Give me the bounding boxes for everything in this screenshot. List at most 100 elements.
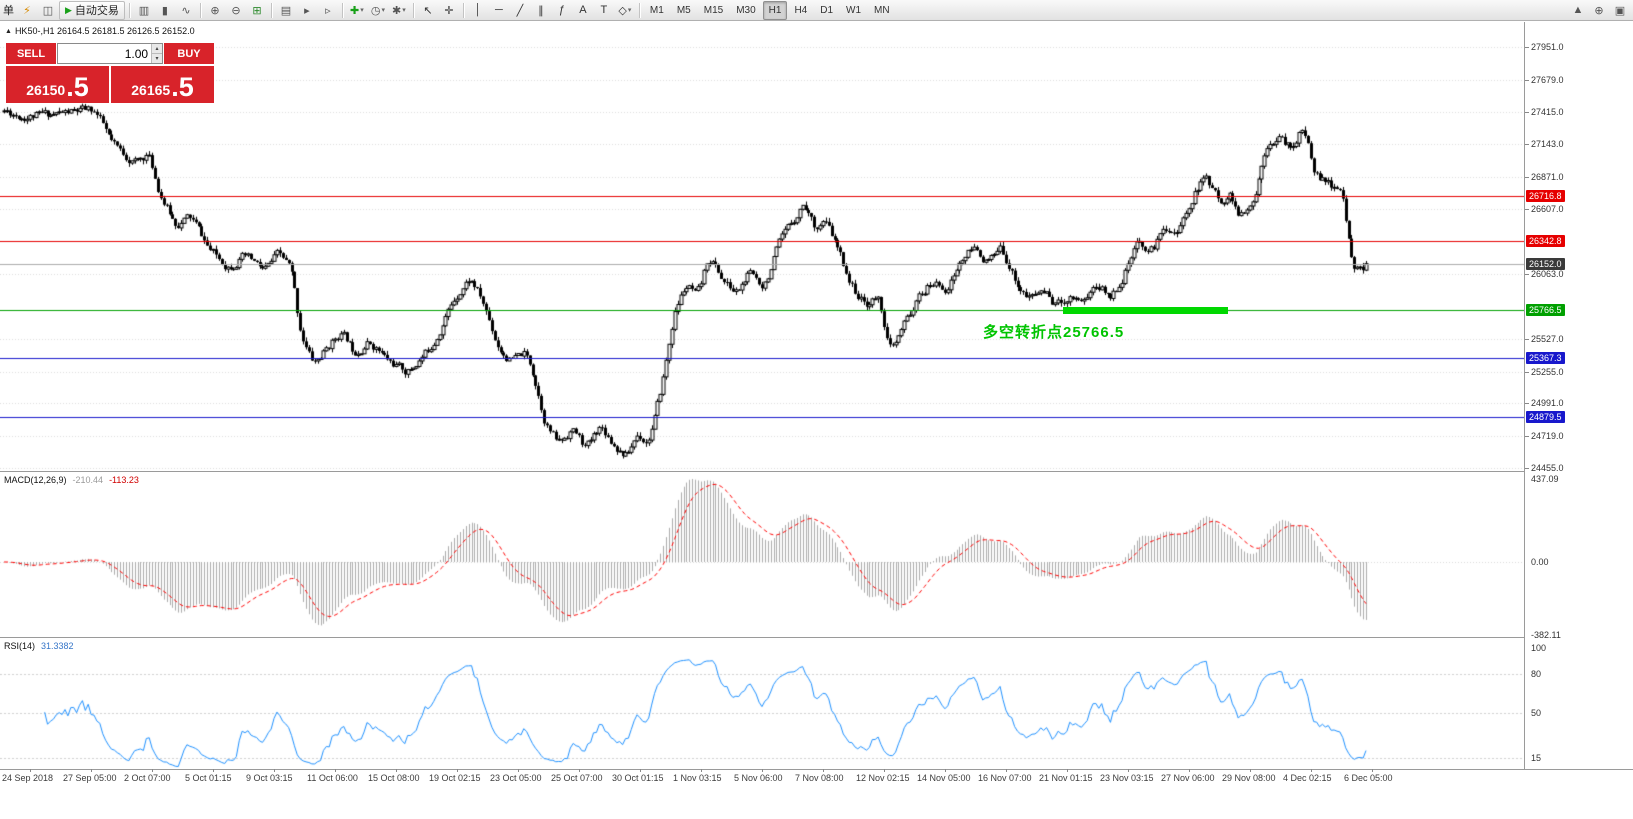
timeframe-h1[interactable]: H1	[762, 0, 788, 20]
zoom-in-icon: ⊕	[210, 4, 220, 17]
time-tick-label: 27 Nov 06:00	[1161, 773, 1215, 783]
price-tick-label: 24455.0	[1531, 463, 1564, 473]
volume-down-icon[interactable]: ▾	[151, 54, 162, 63]
search-icon[interactable]: ⊕	[1589, 1, 1609, 20]
price-tick-label: 26607.0	[1531, 204, 1564, 214]
arrange-icon[interactable]: ▤	[276, 1, 296, 20]
ask-price-frac: .5	[171, 72, 194, 102]
rsi-title: RSI(14)	[4, 641, 36, 651]
time-tick-label: 9 Oct 03:15	[246, 773, 293, 783]
tile-windows-icon: ⊞	[252, 4, 262, 17]
channel-icon: ∥	[538, 4, 544, 17]
line-chart-icon[interactable]: ∿	[176, 1, 196, 20]
ask-price-int: 26165	[131, 82, 171, 98]
dropdown-caret-icon: ▾	[627, 7, 632, 14]
shapes-icon[interactable]: ◇ ▾	[615, 1, 635, 20]
price-tick-mark	[1525, 112, 1529, 113]
chart-shift-icon[interactable]: ▸	[297, 1, 317, 20]
volume-spinner: ▴ ▾	[151, 44, 162, 63]
trendline-icon[interactable]: ╱	[510, 1, 530, 20]
macd-title: MACD(12,26,9)	[4, 475, 67, 485]
price-tick-mark	[1525, 47, 1529, 48]
price-tick-mark	[1525, 436, 1529, 437]
pivot-annotation-text[interactable]: 多空转折点25766.5	[983, 324, 1125, 341]
time-axis-divider	[0, 769, 1633, 770]
macd-panel-divider[interactable]	[0, 471, 1633, 472]
vertical-line-icon[interactable]: │	[468, 1, 488, 20]
time-tick-label: 15 Oct 08:00	[368, 773, 420, 783]
time-tick-label: 4 Dec 02:15	[1283, 773, 1332, 783]
timeframe-m30[interactable]: M30	[736, 4, 756, 16]
ask-quote-button[interactable]: 26165 .5	[111, 66, 214, 103]
cursor-icon[interactable]: ↖	[418, 1, 438, 20]
time-tick-mark	[1311, 769, 1312, 772]
toolbar-separator	[270, 2, 272, 18]
time-tick-mark	[518, 769, 519, 772]
volume-up-icon[interactable]: ▴	[151, 44, 162, 54]
trendline-icon: ╱	[516, 4, 524, 17]
tile-windows-icon[interactable]: ⊞	[247, 1, 267, 20]
time-tick-label: 2 Oct 07:00	[124, 773, 171, 783]
time-axis[interactable]: 24 Sep 2018 27 Sep 05:00 2 Oct 07:00 5 Oct …	[0, 769, 1524, 790]
volume-field: ▴ ▾	[57, 43, 163, 64]
sell-button[interactable]: SELL	[6, 43, 56, 64]
timeframe-m1[interactable]: M1	[649, 4, 664, 16]
periods-icon[interactable]: ◷ ▾	[368, 1, 388, 20]
bid-quote-button[interactable]: 26150 .5	[6, 66, 109, 103]
templates-icon[interactable]: ✱ ▾	[389, 1, 409, 20]
toolbar-separator	[462, 2, 464, 18]
price-tick-label: 27143.0	[1531, 139, 1564, 149]
pivot-highlight-bar[interactable]	[1063, 307, 1228, 314]
time-tick-mark	[1189, 769, 1190, 772]
crosshair-icon[interactable]: ✛	[439, 1, 459, 20]
channel-icon[interactable]: ∥	[531, 1, 551, 20]
time-tick-mark	[274, 769, 275, 772]
timeframe-m15[interactable]: M15	[703, 4, 724, 16]
zoom-out-icon[interactable]: ⊖	[226, 1, 246, 20]
timeframe-m5[interactable]: M5	[676, 4, 691, 16]
auto-trading-icon: ▶	[65, 4, 72, 15]
bar-chart-icon: ▥	[138, 4, 150, 17]
indicators-icon: ✚	[350, 4, 360, 17]
horizontal-line-icon[interactable]: ─	[489, 1, 509, 20]
timeframe-mn[interactable]: MN	[874, 4, 890, 16]
depth-of-market-icon[interactable]: ◫	[38, 1, 58, 20]
zoom-in-icon[interactable]: ⊕	[205, 1, 225, 20]
price-tick-mark	[1525, 468, 1529, 469]
auto-trading-button[interactable]: ▶ 自动交易	[59, 0, 125, 20]
buy-button[interactable]: BUY	[164, 43, 214, 64]
price-tick-mark	[1525, 274, 1529, 275]
rsi-panel-divider[interactable]	[0, 637, 1633, 638]
rsi-axis-label: 80	[1531, 669, 1542, 679]
one-click-icon[interactable]: ⚡	[17, 1, 37, 20]
text-icon[interactable]: A	[573, 1, 593, 20]
auto-scroll-icon[interactable]: ▹	[318, 1, 338, 20]
zoom-out-icon: ⊖	[231, 4, 241, 17]
volume-input[interactable]	[58, 44, 152, 63]
dropdown-caret-icon: ▾	[402, 7, 406, 14]
horizontal-line-icon: ─	[495, 4, 503, 16]
price-axis[interactable]: 27951.0 27679.0 27415.0 27143.0 26871.0 26607…	[1525, 22, 1633, 769]
bar-chart-icon[interactable]: ▥	[134, 1, 154, 20]
time-tick-mark	[335, 769, 336, 772]
chat-icon[interactable]: ▣	[1610, 1, 1630, 20]
candlestick-icon[interactable]: ▮	[155, 1, 175, 20]
price-tick-mark	[1525, 144, 1529, 145]
price-level-box: 25766.5	[1526, 304, 1565, 316]
scroll-up-icon[interactable]: ▲	[1568, 1, 1588, 20]
toolbar: 单 ⚡ ◫ ▶ 自动交易 ▥ ▮ ∿ ⊕ ⊖ ⊞ ▤ ▸ ▹ ✚ ▾ ◷ ▾ ✱ ▾ ↖ ✛ │ ─ ╱ ∥ ƒ A T ◇ ▾ M1 M5 M1…	[0, 0, 1633, 21]
price-tick-label: 26871.0	[1531, 172, 1564, 182]
chart-shift-icon: ▸	[304, 4, 310, 17]
dropdown-caret-icon: ▾	[360, 7, 364, 14]
collapse-icon[interactable]: ▲	[5, 27, 12, 35]
timeframe-h4[interactable]: H4	[794, 4, 808, 16]
indicators-icon[interactable]: ✚ ▾	[347, 1, 367, 20]
timeframe-d1[interactable]: D1	[820, 4, 834, 16]
timeframe-w1[interactable]: W1	[846, 4, 862, 16]
search-icon: ⊕	[1594, 4, 1604, 17]
time-tick-mark	[457, 769, 458, 772]
label-icon[interactable]: T	[594, 1, 614, 20]
price-level-box: 26152.0	[1526, 258, 1565, 270]
fibonacci-icon[interactable]: ƒ	[552, 1, 572, 20]
